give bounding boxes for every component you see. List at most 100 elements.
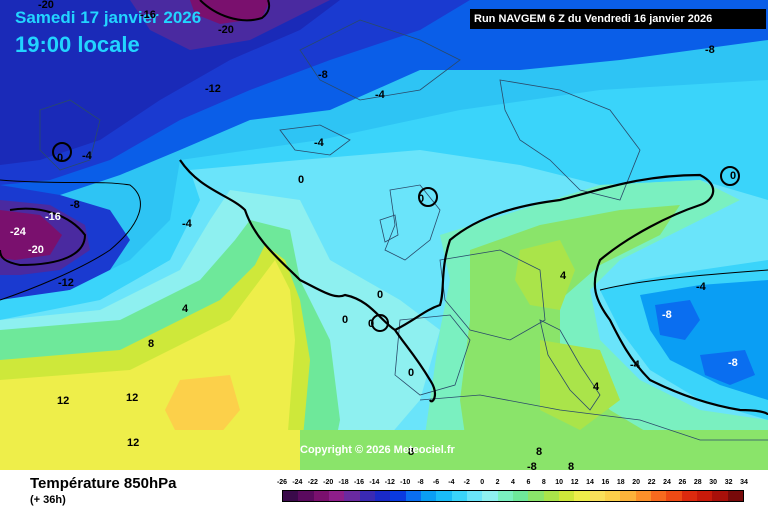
scale-swatch (620, 491, 636, 501)
contour-label: 8 (568, 461, 575, 471)
zero-contour-iberia (371, 314, 389, 332)
scale-swatch (681, 491, 697, 501)
contour-east-cold (599, 269, 768, 291)
coastlines (39, 19, 768, 441)
scale-tick-label: 24 (663, 479, 671, 486)
contour-label: -24 (10, 226, 26, 238)
zero-contour-baffin (52, 142, 72, 162)
scale-tick-label: 18 (616, 479, 625, 486)
scale-swatch (298, 491, 314, 501)
contour-label: 0 (418, 193, 425, 205)
contour-label: 4 (593, 381, 600, 393)
contour-label: -8 (728, 357, 738, 369)
scale-swatch (528, 491, 544, 501)
contour-label: -4 (375, 89, 385, 101)
forecast-date: Samedi 17 janvier 2026 (15, 8, 202, 27)
field-west-purple (0, 210, 62, 260)
field-purple-north (190, 0, 270, 24)
scandinavia-outline (499, 79, 641, 201)
scale-tick-label: -18 (338, 479, 349, 486)
north-africa-coast (419, 394, 768, 441)
lead-time: (+ 36h) (30, 494, 66, 506)
model-run-info: Run NAVGEM 6 Z du Vendredi 16 janvier 20… (470, 9, 766, 29)
contour-label: 8 (408, 446, 415, 458)
scale-swatch (512, 491, 529, 501)
contour-label: -4 (82, 150, 92, 162)
contour-label: -4 (630, 359, 640, 371)
field-violet-north (130, 0, 330, 50)
scale-tick-label: 8 (541, 479, 546, 486)
scale-tick-label: 30 (709, 479, 718, 486)
contour-label: 12 (126, 392, 139, 404)
scale-tick-label: 26 (678, 479, 687, 486)
scale-swatch (604, 491, 621, 501)
scale-swatch (543, 491, 559, 501)
temperature-map: Samedi 17 janvier 2026 19:00 locale Run … (0, 0, 768, 470)
scale-tick-label: 14 (586, 479, 594, 486)
contour-label: 0 (298, 174, 305, 186)
contour-label: 0 (368, 318, 375, 330)
scale-swatch (635, 491, 651, 501)
contour-label: -16 (140, 9, 156, 21)
scale-tick-label: -12 (384, 479, 395, 486)
scale-swatch (344, 491, 360, 501)
scale-tick-label: 32 (724, 479, 733, 486)
contour-west-low (0, 179, 141, 301)
scale-tick-label: 16 (601, 479, 610, 486)
forecast-time: 19:00 locale (15, 32, 140, 57)
scale-tick-label: 6 (526, 479, 531, 486)
scale-swatch (482, 491, 498, 501)
scale-tick-label: -6 (432, 479, 440, 486)
contour-label: -20 (28, 244, 44, 256)
contour-label: 8 (148, 338, 155, 350)
contour-label: -4 (182, 218, 192, 230)
color-scale-ticks: -26 -24 -22 -20 -18 -16 -14 -12 -10 -8 -6 -4 -2 0 2 4 6 8… (277, 479, 748, 489)
scale-tick-label: 0 (480, 479, 485, 486)
scale-tick-label: -10 (400, 479, 411, 486)
scale-swatch (666, 491, 682, 501)
scale-tick-label: -4 (448, 479, 455, 486)
baffin-outline (39, 99, 101, 171)
contour-label: -20 (38, 0, 54, 11)
zero-contour-east (720, 166, 740, 186)
scale-tick-label: -20 (323, 479, 334, 486)
scale-tick-label: 2 (495, 479, 500, 486)
greenland-outline (299, 19, 461, 101)
contour-label: -4 (696, 281, 706, 293)
scale-swatch (497, 491, 513, 501)
field-greenland-cold (0, 0, 340, 165)
contour-north-core (199, 0, 271, 22)
contour-label: -8 (527, 461, 537, 471)
field-east-darkblue-2 (700, 350, 755, 385)
scale-swatch (650, 491, 667, 501)
scale-tick-label: -16 (353, 479, 365, 486)
contour-label: -20 (218, 24, 234, 36)
field-italy-warm (540, 340, 620, 430)
scale-tick-label: 10 (555, 479, 564, 486)
scale-tick-label: -24 (292, 479, 303, 486)
contour-label: 0 (408, 367, 415, 379)
scale-swatch (374, 491, 391, 501)
field-germany-warm (515, 240, 575, 310)
contour-label: 4 (560, 270, 567, 282)
parameter-title: Température 850hPa (30, 475, 177, 492)
scale-swatch (574, 491, 590, 501)
scale-tick-label: 28 (693, 479, 702, 486)
contour-label: -12 (205, 83, 221, 95)
contour-label: 0 (342, 314, 349, 326)
scale-swatch (696, 491, 713, 501)
zero-contour-scotland (418, 187, 438, 207)
scale-tick-label: 20 (632, 479, 641, 486)
scale-swatch (283, 491, 299, 501)
scale-tick-label: 34 (740, 479, 748, 486)
scale-swatch (405, 491, 421, 501)
france-outline (439, 249, 546, 341)
scale-swatch (712, 491, 728, 501)
field-east-darkblue (655, 300, 700, 340)
italy-outline (539, 319, 601, 411)
scale-tick-label: -22 (307, 479, 318, 486)
field-atlantic-orange (165, 375, 240, 440)
zero-isotherm (179, 159, 768, 416)
contour-label: -8 (662, 309, 672, 321)
scale-swatch (420, 491, 437, 501)
